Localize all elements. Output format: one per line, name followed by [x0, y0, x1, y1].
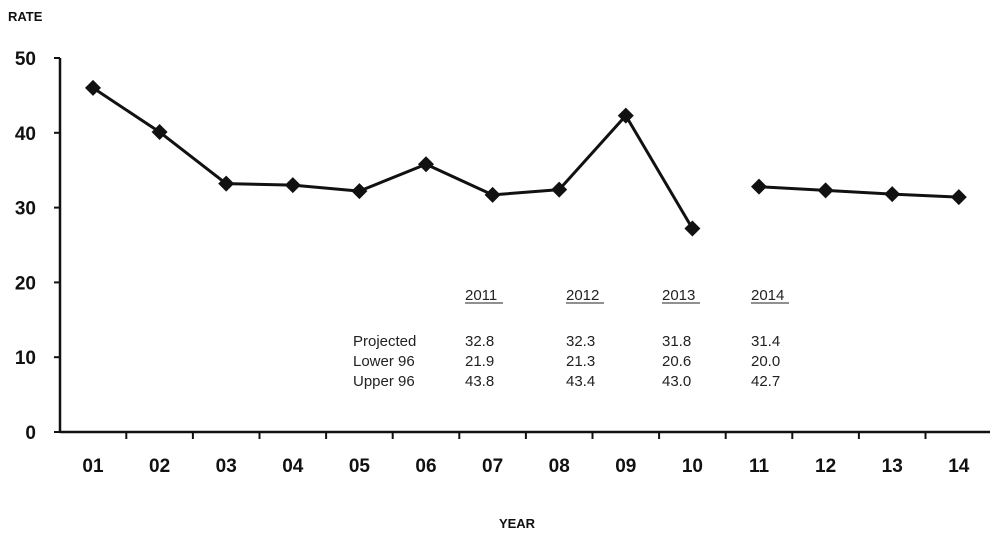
data-point-07	[484, 186, 501, 203]
table-row-label: Upper 96	[353, 373, 415, 390]
y-tick-label: 0	[25, 423, 36, 444]
x-tick-label: 02	[149, 456, 170, 477]
data-point-08	[551, 181, 568, 198]
data-point-06	[418, 156, 434, 173]
data-point-13	[884, 186, 901, 203]
y-tick-label: 40	[15, 124, 36, 145]
y-tick-label: 20	[15, 273, 36, 294]
series-lines	[92, 86, 959, 230]
x-tick-label: 10	[682, 456, 703, 477]
x-tick-label: 06	[415, 456, 436, 477]
series-line-2	[758, 185, 959, 199]
x-tick-label: 08	[549, 456, 570, 477]
x-tick-label: 05	[349, 456, 371, 477]
x-tick-label: 04	[282, 456, 304, 477]
x-tick-label: 09	[615, 456, 636, 477]
data-markers	[85, 79, 967, 237]
table-column-header: 2014	[751, 287, 784, 304]
y-ticks: 0 10 20 30 40 50	[15, 49, 60, 444]
table-cell: 21.9	[465, 353, 494, 370]
table-cell: 31.4	[751, 333, 780, 350]
table-column-header: 2011	[465, 287, 497, 304]
table-cell: 20.0	[751, 353, 780, 370]
data-point-05	[351, 183, 368, 200]
data-point-10	[684, 220, 701, 237]
y-tick-label: 50	[15, 49, 36, 70]
x-tick-label: 03	[216, 456, 237, 477]
projection-table: 2011 2012 2013 2014 Projected 32.8 32.3 31.8 31.…	[353, 287, 789, 390]
x-tick-label: 14	[948, 456, 970, 477]
table-cell: 21.3	[566, 353, 595, 370]
x-tick-label: 13	[882, 456, 903, 477]
x-tick-label: 01	[82, 456, 104, 477]
x-tick-label: 07	[482, 456, 503, 477]
table-cell: 43.0	[662, 373, 691, 390]
x-axis-title: YEAR	[499, 516, 536, 531]
data-point-01	[85, 79, 101, 96]
y-axis-title: RATE	[8, 9, 43, 24]
table-cell: 32.8	[465, 333, 494, 350]
table-row-label: Lower 96	[353, 353, 415, 370]
y-tick-label: 10	[15, 348, 36, 369]
x-tick-label: 12	[815, 456, 836, 477]
table-cell: 43.4	[566, 373, 595, 390]
table-row-label: Projected	[353, 333, 416, 350]
data-point-03	[218, 175, 235, 192]
data-point-12	[817, 182, 834, 199]
data-point-04	[284, 177, 301, 194]
table-column-header: 2013	[662, 287, 695, 304]
table-column-header: 2012	[566, 287, 599, 304]
table-cell: 43.8	[465, 373, 494, 390]
table-cell: 20.6	[662, 353, 691, 370]
table-cell: 31.8	[662, 333, 691, 350]
data-point-11	[751, 178, 767, 195]
y-tick-label: 30	[15, 199, 36, 220]
data-point-02	[151, 124, 168, 141]
table-cell: 42.7	[751, 373, 780, 390]
series-line-1	[92, 86, 694, 230]
x-tick-label: 11	[749, 456, 770, 477]
data-point-09	[617, 107, 634, 124]
data-point-14	[950, 189, 967, 206]
x-ticks: 01 02 03 04 05 06 07 08 09 10 11 12 13 14	[82, 432, 970, 477]
table-cell: 32.3	[566, 333, 595, 350]
